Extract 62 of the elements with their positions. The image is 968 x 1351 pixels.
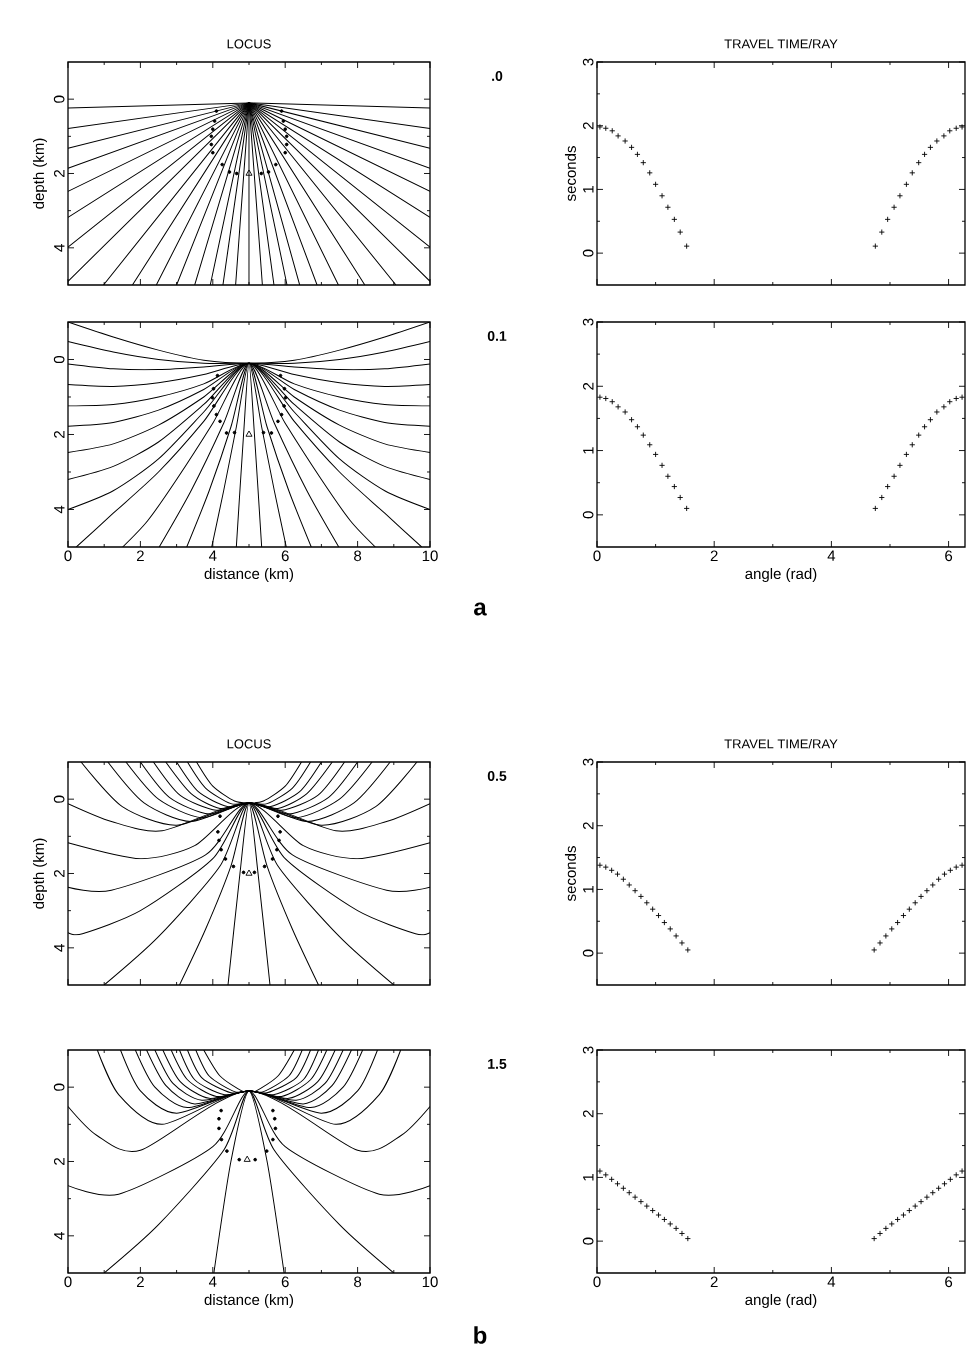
x-tick-label: 6 <box>281 550 289 562</box>
x-tick-label: 6 <box>945 1276 953 1288</box>
y-tick-label: 2 <box>53 170 65 177</box>
y-axis-title: depth (km) <box>33 838 47 909</box>
y-tick-label: 1 <box>583 185 594 193</box>
x-tick-label: 2 <box>136 550 144 561</box>
text: 0.5 <box>487 771 507 781</box>
y-axis-title: depth (km) <box>33 138 47 209</box>
x-tick-label: 10 <box>422 1276 438 1288</box>
text: a <box>474 602 487 616</box>
x-tick-label: 4 <box>827 550 836 561</box>
y-tick-label: 4 <box>54 244 65 252</box>
chart-title: TRAVEL TIME/RAY <box>724 38 838 49</box>
chart-title: TRAVEL TIME/RAY <box>724 738 838 749</box>
x-tick-label: 4 <box>208 1276 217 1287</box>
y-tick-label: 1 <box>583 885 594 893</box>
y-tick-label: 1 <box>583 447 594 454</box>
y-tick-label: 3 <box>582 758 594 766</box>
text: 0.1 <box>487 331 507 341</box>
y-tick-label: 2 <box>53 870 65 877</box>
y-tick-label: 2 <box>582 382 594 390</box>
y-tick-label: 2 <box>53 1158 65 1165</box>
x-tick-label: 8 <box>354 550 362 562</box>
x-tick-label: 2 <box>710 1276 718 1287</box>
y-tick-label: 3 <box>582 1046 594 1054</box>
y-tick-label: 4 <box>54 1232 65 1240</box>
y-tick-label: 0 <box>53 355 65 364</box>
x-axis-title: distance (km) <box>204 568 294 582</box>
x-tick-label: 2 <box>136 1276 144 1287</box>
y-tick-label: 0 <box>582 249 594 257</box>
y-tick-label: 3 <box>582 58 594 66</box>
y-tick-label: 1 <box>583 1173 594 1181</box>
x-tick-label: 4 <box>208 550 217 561</box>
y-tick-label: 2 <box>582 822 594 830</box>
x-tick-label: 8 <box>354 1276 362 1288</box>
x-axis-title: angle (rad) <box>745 1294 817 1308</box>
y-axis-title: seconds <box>564 846 576 901</box>
y-tick-label: 0 <box>582 949 594 957</box>
text: .0 <box>492 71 503 81</box>
y-tick-label: 3 <box>582 318 594 326</box>
x-tick-label: 6 <box>945 550 953 562</box>
chart-title: LOCUS <box>227 739 271 749</box>
x-axis-title: distance (km) <box>204 1294 294 1308</box>
y-tick-label: 4 <box>54 944 65 952</box>
x-tick-label: 6 <box>281 1276 289 1288</box>
chart-title: LOCUS <box>227 39 271 49</box>
y-tick-label: 2 <box>582 1110 594 1118</box>
y-tick-label: 2 <box>582 122 594 130</box>
y-tick-label: 4 <box>54 505 65 514</box>
x-axis-title: angle (rad) <box>745 568 817 582</box>
x-tick-label: 10 <box>422 550 438 562</box>
x-tick-label: 4 <box>827 1276 836 1287</box>
y-tick-label: 0 <box>53 795 65 803</box>
y-axis-title: seconds <box>564 146 576 201</box>
y-tick-label: 2 <box>53 431 65 438</box>
x-tick-label: 2 <box>710 550 718 561</box>
y-tick-label: 0 <box>582 1237 594 1245</box>
text: 1.5 <box>488 1059 507 1069</box>
y-tick-label: 0 <box>53 1083 65 1091</box>
y-tick-label: 0 <box>582 511 594 519</box>
y-tick-label: 0 <box>53 95 65 103</box>
text: b <box>474 1326 487 1344</box>
